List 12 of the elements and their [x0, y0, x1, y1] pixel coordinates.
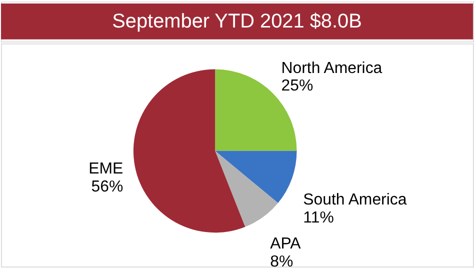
slice-label: EME [88, 160, 124, 178]
pie-slice [134, 69, 246, 233]
data-label: 56% [91, 178, 124, 196]
pie-slice [215, 150, 278, 227]
pie-slice [215, 150, 297, 203]
data-label: 25% [281, 78, 314, 95]
data-label: 11% [303, 209, 334, 226]
chart-title: September YTD 2021 $8.0B [112, 10, 362, 32]
slice-label: South America [303, 192, 407, 209]
slice-label: APA [270, 236, 302, 253]
data-label: 8% [270, 253, 294, 268]
slice-label: North America [281, 60, 382, 77]
